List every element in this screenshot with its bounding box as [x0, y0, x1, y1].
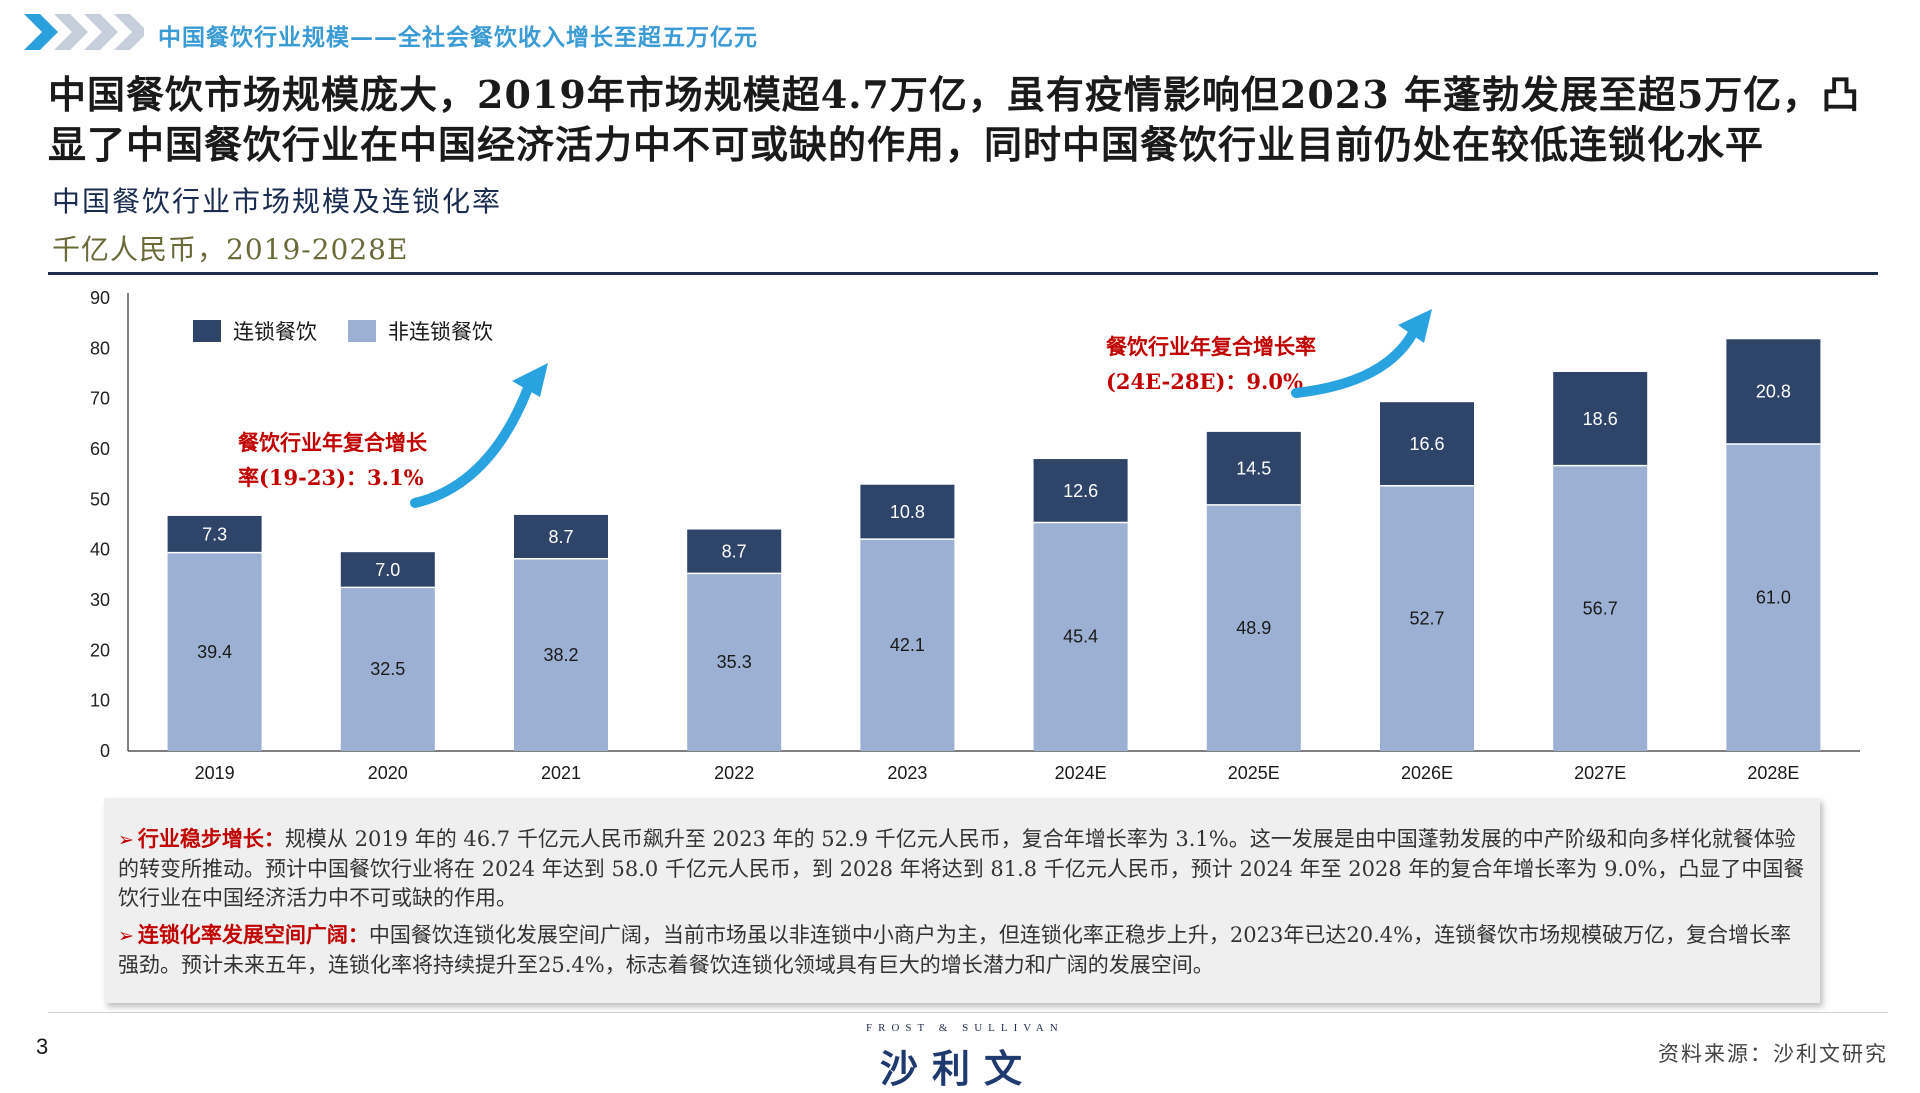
label-chain: 8.7	[548, 527, 573, 547]
label-nonchain: 42.1	[890, 635, 925, 655]
label-chain: 20.8	[1756, 382, 1791, 402]
legend-label-chain: 连锁餐饮	[233, 320, 317, 344]
logo-chinese: 沙利文	[880, 1047, 1037, 1091]
arrow-bullet-icon: ➢	[118, 829, 134, 851]
x-tick-label: 2022	[714, 763, 754, 783]
x-tick-label: 2026E	[1401, 763, 1453, 783]
chart-unit: 千亿人民币，2019-2028E	[52, 233, 409, 266]
source-note: 资料来源：沙利文研究	[1658, 1042, 1888, 1066]
bar-nonchain	[1206, 504, 1301, 751]
label-nonchain: 45.4	[1063, 627, 1098, 647]
bar-nonchain	[1553, 465, 1648, 751]
growth-arrow-2-icon-head	[1398, 309, 1432, 343]
headline: 中国餐饮市场规模庞大，2019年市场规模超4.7万亿，虽有疫情影响但2023 年…	[48, 72, 1861, 167]
chart-subtitle: 中国餐饮行业市场规模及连锁化率	[52, 185, 503, 218]
growth-arrow-1-icon-head	[512, 363, 548, 397]
bar-nonchain	[167, 552, 262, 751]
label-chain: 7.3	[202, 524, 227, 544]
bar-chain	[514, 514, 608, 559]
bar-nonchain	[1033, 522, 1128, 751]
arrow-bullet-icon: ➢	[118, 925, 134, 947]
x-tick-label: 2024E	[1055, 763, 1107, 783]
legend-swatch-chain	[193, 320, 221, 342]
label-chain: 12.6	[1063, 481, 1098, 501]
x-tick-label: 2023	[887, 763, 927, 783]
label-nonchain: 32.5	[370, 659, 405, 679]
label-nonchain: 52.7	[1409, 608, 1444, 628]
x-tick-label: 2025E	[1228, 763, 1280, 783]
label-nonchain: 48.9	[1236, 618, 1271, 638]
cagr-annotation-1-line1: 餐饮行业年复合增长	[238, 430, 428, 455]
y-tick-label: 20	[90, 640, 110, 660]
chevron-arrows-icon	[24, 12, 144, 52]
x-tick-label: 2020	[368, 763, 408, 783]
legend-swatch-nonchain	[348, 320, 376, 342]
market-size-chart: 0 10 20 30 40 50 60 70 80 90 39.4 7.3 2019 32.5 7.0 202…	[90, 288, 1860, 783]
cagr-annotation-1-line2: 率(19-23)：3.1%	[238, 465, 424, 490]
label-chain: 8.7	[722, 541, 747, 561]
bar-nonchain	[860, 539, 955, 751]
bar-nonchain	[514, 558, 608, 751]
bar-chain	[1206, 431, 1301, 505]
bullet-chain-label: 连锁化率发展空间广阔：	[137, 922, 369, 947]
label-chain: 18.6	[1583, 409, 1618, 429]
bar-chain	[860, 484, 955, 540]
label-chain: 14.5	[1236, 458, 1271, 478]
y-tick-label: 30	[90, 590, 110, 610]
x-tick-label: 2019	[195, 763, 235, 783]
label-nonchain: 35.3	[717, 652, 752, 672]
bullet-growth-label: 行业稳步增长：	[137, 826, 285, 851]
y-tick-label: 70	[90, 389, 110, 409]
bar-nonchain	[1380, 485, 1474, 751]
bar-chain	[167, 515, 262, 553]
label-chain: 10.8	[890, 502, 925, 522]
bar-chain	[1726, 339, 1821, 444]
bullet-growth-text: 规模从 2019 年的 46.7 千亿元人民币飙升至 2023 年的 52.9 …	[118, 827, 1805, 910]
bar-chain	[1380, 402, 1474, 486]
section-title: 中国餐饮行业规模——全社会餐饮收入增长至超五万亿元	[158, 24, 758, 51]
cagr-annotation-2-line2: (24E-28E)：9.0%	[1106, 369, 1303, 394]
bar-nonchain	[1726, 443, 1821, 751]
growth-arrow-1-icon-shaft	[410, 383, 533, 508]
y-tick-label: 50	[90, 489, 110, 509]
bar-nonchain	[687, 573, 782, 751]
label-nonchain: 39.4	[197, 642, 232, 662]
bar-chain	[687, 529, 782, 574]
label-chain: 16.6	[1409, 434, 1444, 454]
label-nonchain: 61.0	[1756, 587, 1791, 607]
growth-arrow-2-icon-shaft	[1291, 328, 1418, 398]
bullet-chain: ➢ 连锁化率发展空间广阔：中国餐饮连锁化发展空间广阔，当前市场虽以非连锁中小商户为…	[118, 920, 1808, 980]
commentary-box: ➢ 行业稳步增长：规模从 2019 年的 46.7 千亿元人民币飙升至 2023 …	[104, 798, 1820, 1003]
y-tick-label: 0	[100, 741, 110, 761]
footer-divider	[48, 1012, 1888, 1013]
page-number: 3	[36, 1034, 49, 1059]
bullet-growth: ➢ 行业稳步增长：规模从 2019 年的 46.7 千亿元人民币飙升至 2023 …	[118, 824, 1808, 913]
y-tick-label: 40	[90, 540, 110, 560]
legend-label-nonchain: 非连锁餐饮	[388, 320, 493, 344]
bar-chain	[1553, 371, 1648, 466]
x-tick-label: 2027E	[1574, 763, 1626, 783]
bar-chain	[1033, 459, 1128, 523]
y-tick-label: 10	[90, 691, 110, 711]
bullet-chain-text: 中国餐饮连锁化发展空间广阔，当前市场虽以非连锁中小商户为主，但连锁化率正稳步上升…	[118, 923, 1792, 977]
y-tick-label: 90	[90, 288, 110, 308]
bar-chain	[340, 552, 435, 588]
x-tick-label: 2028E	[1747, 763, 1799, 783]
title-divider	[48, 272, 1878, 275]
bar-nonchain	[340, 587, 435, 751]
label-chain: 7.0	[375, 560, 400, 580]
logo-english: FROST & SULLIVAN	[866, 1022, 1064, 1034]
label-nonchain: 56.7	[1583, 598, 1618, 618]
label-nonchain: 38.2	[543, 645, 578, 665]
y-tick-label: 60	[90, 439, 110, 459]
cagr-annotation-2-line1: 餐饮行业年复合增长率	[1106, 334, 1316, 359]
x-tick-label: 2021	[541, 763, 581, 783]
y-tick-label: 80	[90, 338, 110, 358]
